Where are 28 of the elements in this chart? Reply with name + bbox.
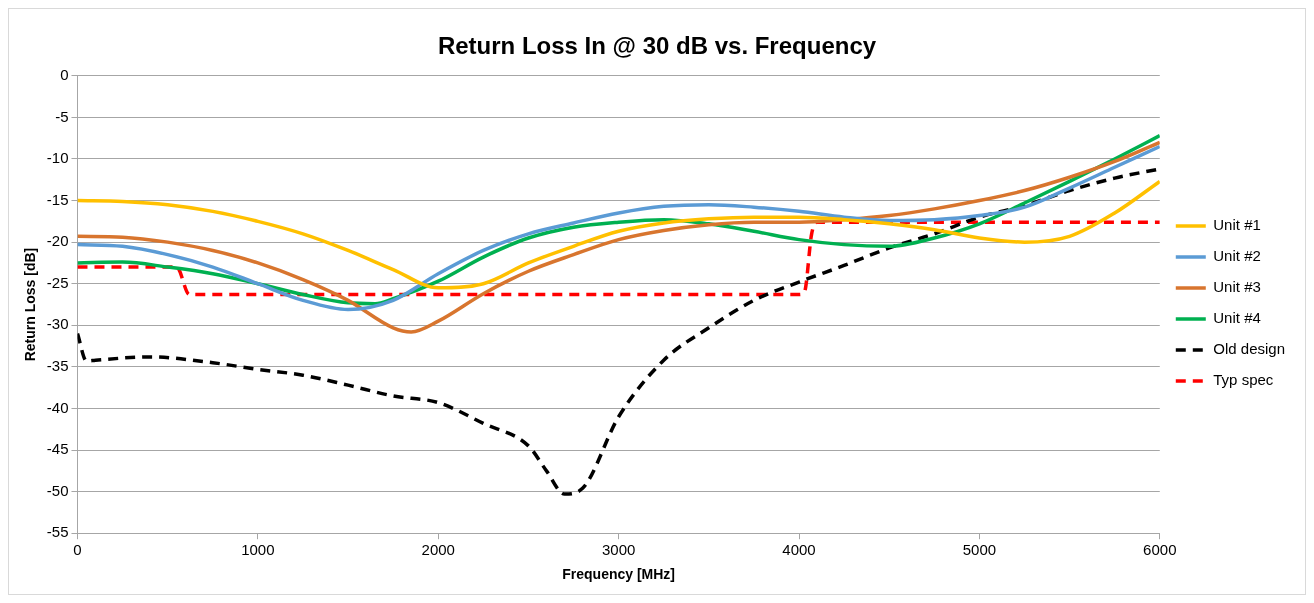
y-tick-label: 0 bbox=[60, 65, 69, 83]
y-tick-label: -40 bbox=[46, 398, 69, 416]
x-tick-label: 0 bbox=[73, 541, 82, 559]
y-tick-label: -25 bbox=[46, 273, 69, 291]
y-tick-label: -10 bbox=[46, 149, 69, 167]
y-tick-label: -55 bbox=[46, 523, 69, 541]
x-tick-label: 5000 bbox=[962, 541, 997, 559]
x-axis-title: Frequency [MHz] bbox=[562, 566, 676, 583]
legend-label: Unit #1 bbox=[1213, 216, 1261, 234]
y-tick-label: -5 bbox=[55, 107, 69, 125]
legend-label: Unit #2 bbox=[1213, 247, 1261, 265]
y-axis-title: Return Loss [dB] bbox=[22, 247, 39, 362]
x-tick-label: 6000 bbox=[1143, 541, 1177, 559]
x-tick-label: 2000 bbox=[421, 541, 455, 559]
x-tick-label: 4000 bbox=[782, 541, 816, 559]
legend-label: Typ spec bbox=[1213, 371, 1274, 389]
legend-label: Old design bbox=[1213, 340, 1286, 358]
y-tick-label: -45 bbox=[46, 440, 69, 458]
y-tick-label: -20 bbox=[46, 232, 69, 250]
x-tick-label: 3000 bbox=[601, 541, 636, 559]
y-tick-label: -50 bbox=[46, 481, 69, 499]
y-tick-label: -35 bbox=[46, 357, 69, 375]
y-tick-label: -30 bbox=[46, 315, 69, 333]
x-tick-label: 1000 bbox=[241, 541, 275, 559]
legend-label: Unit #4 bbox=[1213, 309, 1261, 327]
legend-label: Unit #3 bbox=[1213, 278, 1261, 296]
y-tick-label: -15 bbox=[46, 190, 69, 208]
chart-title: Return Loss In @ 30 dB vs. Frequency bbox=[437, 32, 877, 60]
